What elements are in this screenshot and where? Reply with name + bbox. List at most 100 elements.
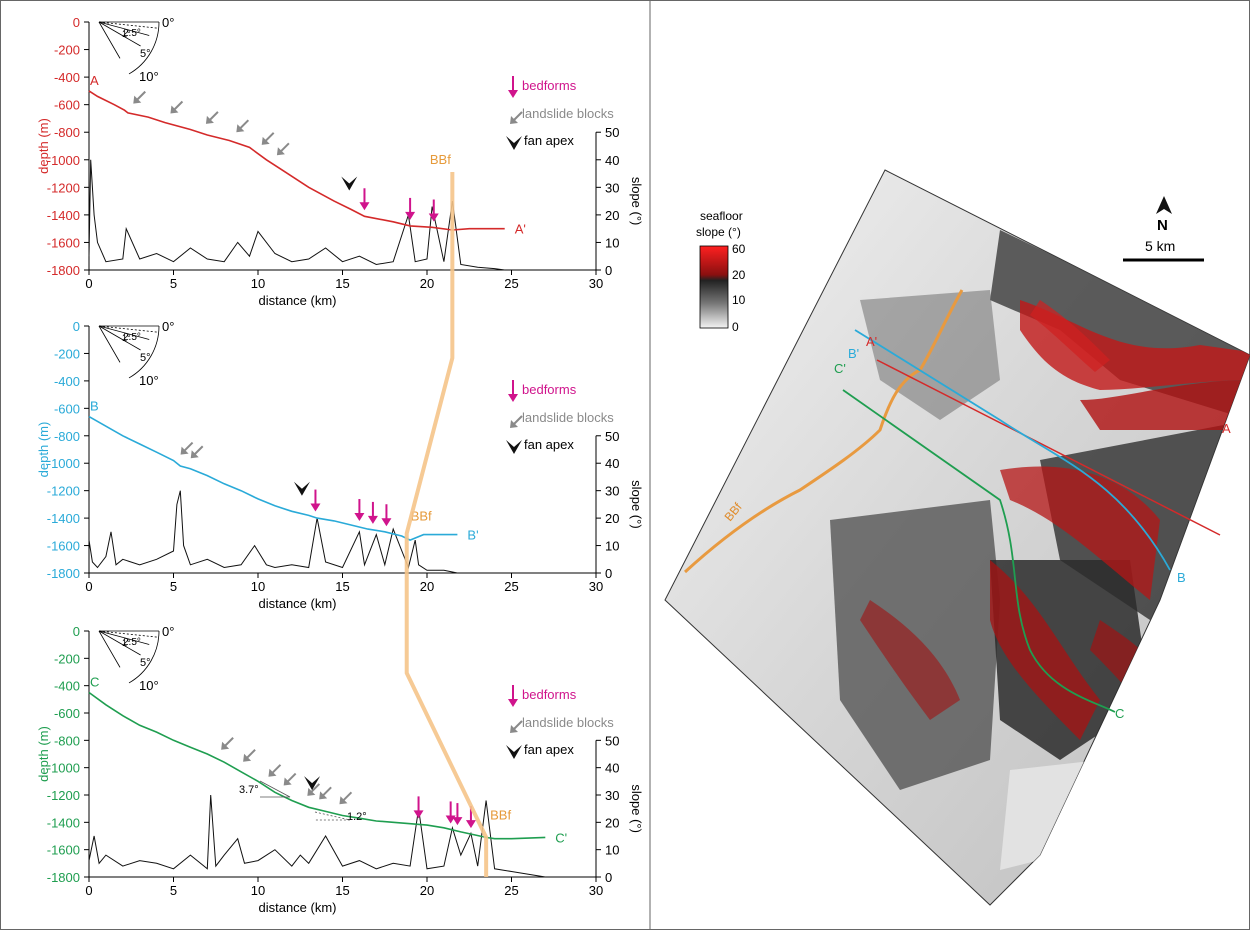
x-tick-label: 15 — [335, 883, 349, 898]
legend-landslide-icon-head — [510, 420, 518, 428]
legend-landslide-label: landslide blocks — [522, 715, 614, 730]
key-label-10: 10° — [139, 69, 159, 84]
map-profile-a-line — [876, 359, 1221, 536]
landslide-arrow-icon-head — [170, 105, 179, 114]
key-ray — [98, 325, 150, 340]
depth-tick-label: -1800 — [47, 870, 80, 885]
x-tick-label: 30 — [589, 579, 603, 594]
depth-tick-label: -600 — [54, 401, 80, 416]
shelf-east — [1170, 540, 1250, 640]
legend-fan-apex-icon — [506, 136, 522, 150]
depth-tick-label: -200 — [54, 346, 80, 361]
slope-tick-label: 40 — [605, 456, 619, 471]
key-arc — [128, 630, 160, 684]
depth-tick-label: -800 — [54, 125, 80, 140]
profile-panel-a: 0 -200 -400 -600 -800 -1000 -1200 -1400 -1600 -18… — [36, 15, 644, 308]
legend-bedforms-icon-head — [508, 90, 518, 98]
key-label-1: 1° — [122, 29, 131, 39]
slope-series-line — [88, 159, 505, 271]
key-label-10: 10° — [139, 678, 159, 693]
slope-tick-label: 20 — [605, 815, 619, 830]
slope-tick-label: 20 — [605, 208, 619, 223]
depth-tick-label: -1200 — [47, 484, 80, 499]
landslide-arrow-icon-head — [283, 777, 292, 786]
landslide-arrow-icon-head — [205, 115, 214, 124]
depth-tick-label: -1000 — [47, 761, 80, 776]
colorbar-tick-60: 60 — [732, 242, 746, 256]
depth-tick-label: -1600 — [47, 843, 80, 858]
scalebar-label: 5 km — [1145, 238, 1175, 254]
key-label-0: 0° — [162, 624, 174, 639]
depth-tick-label: -200 — [54, 43, 80, 58]
slope-tick-label: 40 — [605, 761, 619, 776]
landslide-arrow-icon-head — [243, 753, 252, 762]
steep-zone-n — [1030, 300, 1110, 372]
profile-panel-b: 0 -200 -400 -600 -800 -1000 -1200 -1400 -1600 -18… — [36, 319, 644, 611]
x-tick-label: 15 — [335, 579, 349, 594]
slope-tick-label: 10 — [605, 843, 619, 858]
bbf-label: BBf — [411, 508, 432, 523]
slope-tick-label: 20 — [605, 511, 619, 526]
landslide-arrow-icon-head — [180, 446, 189, 455]
depth-series-line — [88, 415, 458, 541]
fan-apex-icon — [304, 776, 321, 791]
x-tick-label: 0 — [85, 276, 92, 291]
y-axis-label-depth: depth (m) — [36, 118, 51, 174]
gradient-triangle-1 — [259, 780, 291, 798]
depth-tick-label: -1000 — [47, 456, 80, 471]
landslide-arrow-icon-head — [268, 768, 277, 777]
depth-tick-label: 0 — [73, 15, 80, 30]
depth-tick-label: -1200 — [47, 788, 80, 803]
legend-fan-apex-icon — [506, 745, 522, 759]
landslide-arrow-icon-head — [319, 791, 328, 800]
depth-tick-label: -400 — [54, 70, 80, 85]
bedform-arrow-icon-head — [405, 211, 416, 220]
profile-panel-c: 0 -200 -400 -600 -800 -1000 -1200 -1400 -1600 -18… — [36, 624, 644, 915]
x-tick-label: 25 — [504, 579, 518, 594]
legend-landslide-icon-head — [510, 116, 518, 124]
shelf-south — [1000, 760, 1100, 870]
depth-tick-label: -200 — [54, 651, 80, 666]
bedform-arrow-icon-head — [465, 820, 476, 829]
depth-tick-label: -1400 — [47, 511, 80, 526]
fan-apex-icon — [293, 481, 310, 496]
x-tick-label: 15 — [335, 276, 349, 291]
colorbar-title-1: seafloor — [700, 209, 743, 223]
slope-series-line — [88, 794, 546, 878]
key-ray — [98, 21, 121, 59]
depth-tick-label: 0 — [73, 319, 80, 334]
x-tick-label: 10 — [251, 883, 265, 898]
legend-landslide-icon-head — [510, 725, 518, 733]
map-label-c-prime: C' — [834, 361, 846, 376]
x-tick-label: 30 — [589, 883, 603, 898]
landslide-arrow-icon-head — [190, 450, 199, 459]
legend-bedforms-icon-head — [508, 699, 518, 707]
x-tick-label: 20 — [420, 883, 434, 898]
steep-zone-s1 — [860, 600, 960, 720]
bedform-arrow-icon-head — [428, 213, 439, 222]
slope-angle-key: 0° 1°2.5° 5° 10° — [98, 319, 174, 388]
depth-tick-label: 0 — [73, 624, 80, 639]
steep-zone-b — [1000, 466, 1160, 600]
x-tick-label: 20 — [420, 276, 434, 291]
depth-tick-label: -1600 — [47, 235, 80, 250]
x-axis-label: distance (km) — [258, 900, 336, 915]
depth-tick-label: -600 — [54, 98, 80, 113]
bbf-label: BBf — [490, 807, 511, 822]
depth-tick-label: -800 — [54, 429, 80, 444]
landslide-arrow-icon-head — [307, 787, 316, 796]
map-label-a-prime: A' — [866, 334, 877, 349]
key-label-2-5: 2.5° — [123, 637, 141, 648]
key-label-2-5: 2.5° — [123, 332, 141, 343]
profile-end-label: B' — [467, 528, 478, 543]
steep-zone-a — [1020, 300, 1250, 390]
legend-bedforms-label: bedforms — [522, 382, 577, 397]
y-axis-label-slope: slope (°) — [629, 480, 644, 529]
key-ray — [98, 630, 141, 656]
legend-landslide-label: landslide blocks — [522, 410, 614, 425]
profile-end-label: C' — [555, 830, 567, 845]
y-axis-label-depth: depth (m) — [36, 726, 51, 782]
depth-tick-label: -1200 — [47, 180, 80, 195]
key-ray — [98, 325, 141, 351]
